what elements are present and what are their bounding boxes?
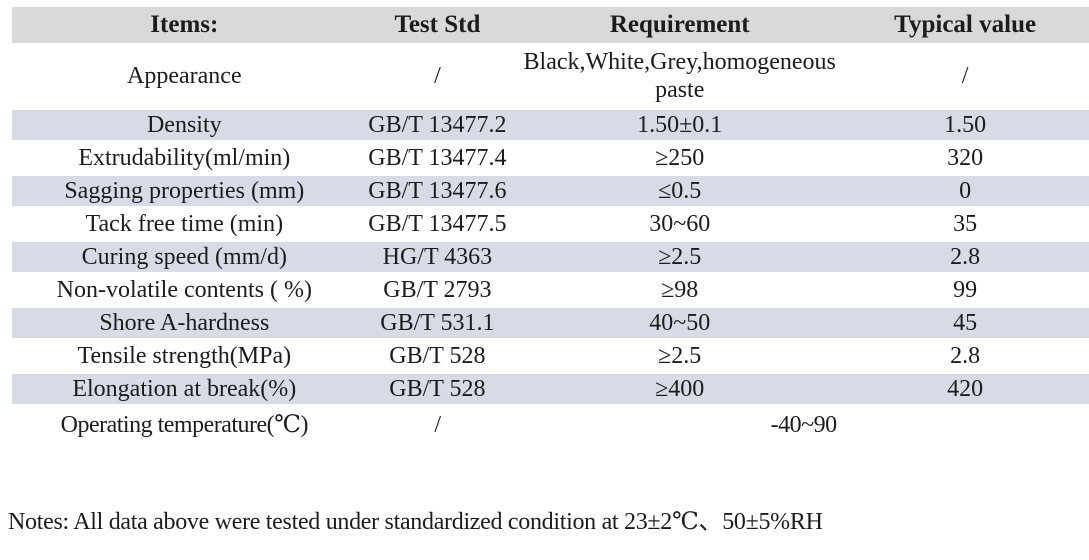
- req-cell: ≥250: [518, 141, 842, 176]
- typ-cell: 320: [841, 141, 1089, 176]
- table-row: Elongation at break(%) GB/T 528 ≥400 420: [12, 372, 1089, 407]
- spec-table-body: Appearance / Black,White,Grey,homogeneous …: [12, 44, 1089, 446]
- datasheet-page: Items: Test Std Requirement Typical value A…: [0, 7, 1089, 560]
- item-cell: Non-volatile contents ( %): [12, 273, 357, 308]
- std-cell: /: [356, 405, 519, 446]
- table-row: Curing speed (mm/d) HG/T 4363 ≥2.5 2.8: [12, 240, 1089, 275]
- item-cell: Density: [12, 108, 357, 143]
- typ-cell: 0: [841, 174, 1089, 209]
- table-row: Appearance / Black,White,Grey,homogeneous …: [12, 44, 1089, 110]
- std-cell: GB/T 13477.4: [356, 141, 519, 176]
- req-cell: 40~50: [518, 306, 842, 341]
- std-cell: GB/T 13477.6: [356, 174, 519, 209]
- item-cell: Elongation at break(%): [12, 372, 357, 407]
- req-cell: Black,White,Grey,homogeneous paste: [518, 44, 842, 110]
- std-cell: GB/T 2793: [356, 273, 519, 308]
- std-cell: /: [356, 44, 519, 110]
- req-cell: ≤0.5: [518, 174, 842, 209]
- typ-cell: /: [841, 44, 1089, 110]
- table-row: Sagging properties (mm) GB/T 13477.6 ≤0.5 0: [12, 174, 1089, 209]
- std-cell: GB/T 13477.2: [356, 108, 519, 143]
- table-row: Extrudability(ml/min) GB/T 13477.4 ≥250 320: [12, 141, 1089, 176]
- req-cell: 30~60: [518, 207, 842, 242]
- typ-cell: 1.50: [841, 108, 1089, 143]
- typ-cell: 35: [841, 207, 1089, 242]
- item-cell: Tack free time (min): [12, 207, 357, 242]
- table-row: Operating temperature(℃) / -40~90: [12, 405, 1089, 446]
- typ-cell: 45: [841, 306, 1089, 341]
- table-row: Tack free time (min) GB/T 13477.5 30~60 35: [12, 207, 1089, 242]
- typ-cell: 420: [841, 372, 1089, 407]
- table-row: Density GB/T 13477.2 1.50±0.1 1.50: [12, 108, 1089, 143]
- column-header-test-std: Test Std: [356, 7, 519, 46]
- std-cell: GB/T 531.1: [356, 306, 519, 341]
- column-header-requirement: Requirement: [518, 7, 842, 46]
- req-cell: -40~90: [518, 405, 1089, 446]
- req-cell: ≥2.5: [518, 339, 842, 374]
- table-row: Non-volatile contents ( %) GB/T 2793 ≥98 99: [12, 273, 1089, 308]
- req-cell: ≥98: [518, 273, 842, 308]
- table-row: Tensile strength(MPa) GB/T 528 ≥2.5 2.8: [12, 339, 1089, 374]
- notes-text: Notes: All data above were tested under …: [8, 509, 823, 535]
- table-row: Shore A-hardness GB/T 531.1 40~50 45: [12, 306, 1089, 341]
- req-cell: ≥2.5: [518, 240, 842, 275]
- typ-cell: 2.8: [841, 339, 1089, 374]
- req-cell: 1.50±0.1: [518, 108, 842, 143]
- item-cell: Tensile strength(MPa): [12, 339, 357, 374]
- std-cell: GB/T 528: [356, 339, 519, 374]
- column-header-typical-value: Typical value: [841, 7, 1089, 46]
- item-cell: Extrudability(ml/min): [12, 141, 357, 176]
- column-header-items: Items:: [12, 7, 357, 46]
- item-cell: Sagging properties (mm): [12, 174, 357, 209]
- item-cell: Shore A-hardness: [12, 306, 357, 341]
- std-cell: GB/T 528: [356, 372, 519, 407]
- std-cell: GB/T 13477.5: [356, 207, 519, 242]
- item-cell: Curing speed (mm/d): [12, 240, 357, 275]
- req-cell: ≥400: [518, 372, 842, 407]
- item-cell: Appearance: [12, 44, 357, 110]
- spec-table: Items: Test Std Requirement Typical value A…: [12, 7, 1089, 446]
- spec-table-header: Items: Test Std Requirement Typical value: [12, 7, 1089, 46]
- header-row: Items: Test Std Requirement Typical value: [12, 7, 1089, 46]
- item-cell: Operating temperature(℃): [12, 405, 357, 446]
- typ-cell: 99: [841, 273, 1089, 308]
- typ-cell: 2.8: [841, 240, 1089, 275]
- std-cell: HG/T 4363: [356, 240, 519, 275]
